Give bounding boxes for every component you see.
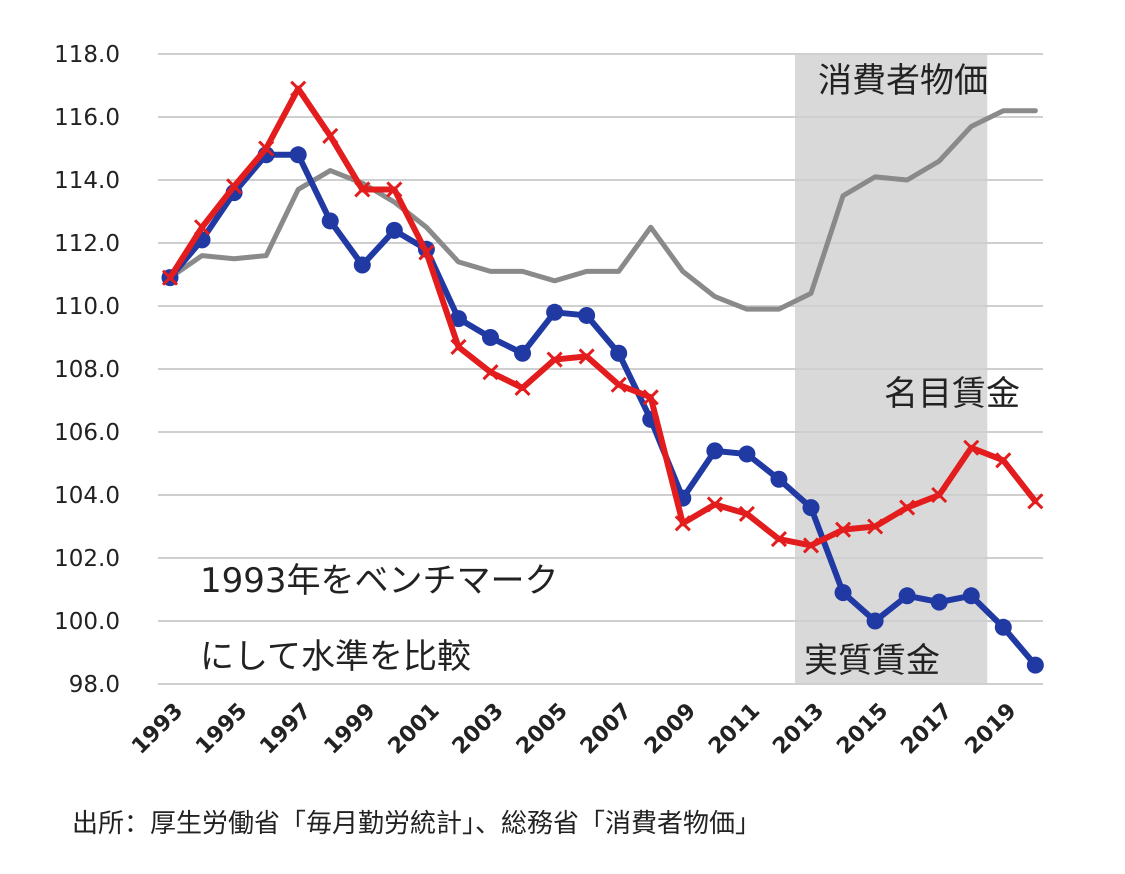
nominal-wage-series-label: 名目賃金 bbox=[884, 374, 1020, 414]
data-point bbox=[354, 181, 371, 198]
data-point bbox=[449, 310, 467, 328]
x-tick-label: 1997 bbox=[255, 699, 316, 760]
x-tick-label: 2019 bbox=[961, 699, 1022, 760]
data-point bbox=[1026, 656, 1044, 674]
series-line bbox=[167, 151, 1039, 669]
series-1 bbox=[167, 108, 1038, 312]
benchmark-note-line2: にして水準を比較 bbox=[200, 637, 471, 677]
data-point bbox=[193, 219, 211, 236]
cpi-series-label: 消費者物価 bbox=[818, 61, 988, 101]
data-point bbox=[706, 496, 723, 513]
data-point bbox=[770, 470, 788, 488]
data-point bbox=[738, 505, 755, 522]
data-point bbox=[802, 537, 820, 554]
x-tick-label: 2007 bbox=[576, 699, 637, 760]
data-point bbox=[866, 612, 884, 630]
data-point bbox=[546, 303, 564, 321]
data-point bbox=[770, 531, 788, 548]
data-point bbox=[514, 379, 531, 396]
data-point bbox=[834, 521, 852, 538]
x-tick-label: 2017 bbox=[896, 699, 957, 760]
x-axis-ticks: 1993 1995 1997 1999 2001 2003 2005 2007 2009 2011… bbox=[127, 699, 1021, 760]
data-point bbox=[610, 376, 627, 393]
data-point bbox=[353, 256, 371, 274]
data-point bbox=[514, 344, 532, 362]
x-tick-label: 2011 bbox=[704, 699, 765, 760]
data-point bbox=[450, 338, 467, 356]
data-point bbox=[930, 593, 948, 611]
data-point bbox=[226, 178, 243, 195]
y-tick-label: 102.0 bbox=[54, 546, 120, 572]
data-point bbox=[738, 445, 756, 463]
x-tick-label: 2005 bbox=[512, 699, 573, 760]
y-tick-label: 106.0 bbox=[54, 420, 120, 446]
y-tick-label: 98.0 bbox=[69, 672, 120, 698]
data-point bbox=[1027, 493, 1044, 510]
x-tick-label: 1995 bbox=[191, 699, 252, 760]
series-line bbox=[167, 85, 1039, 549]
data-point bbox=[321, 212, 339, 230]
data-point bbox=[578, 306, 596, 324]
x-tick-label: 2001 bbox=[384, 699, 445, 760]
y-tick-label: 112.0 bbox=[54, 231, 120, 257]
x-tick-label: 2003 bbox=[448, 699, 509, 760]
data-point bbox=[289, 146, 307, 164]
data-point bbox=[898, 587, 916, 605]
source-note: 出所：厚生労働省「毎月勤労統計」、総務省「消費者物価」 bbox=[72, 809, 761, 839]
series-lines bbox=[161, 80, 1044, 674]
x-tick-label: 2015 bbox=[832, 699, 893, 760]
series-2 bbox=[161, 80, 1044, 554]
data-point bbox=[802, 499, 820, 517]
data-point bbox=[995, 452, 1012, 469]
data-point bbox=[706, 442, 724, 460]
data-point bbox=[962, 587, 980, 605]
data-point bbox=[322, 127, 339, 144]
y-tick-label: 116.0 bbox=[54, 105, 120, 131]
data-point bbox=[867, 518, 884, 535]
y-tick-label: 104.0 bbox=[54, 483, 120, 509]
series-3 bbox=[161, 146, 1044, 674]
data-point bbox=[290, 80, 307, 97]
data-point bbox=[834, 584, 852, 602]
data-point bbox=[578, 348, 595, 365]
real-wage-series-label: 実質賃金 bbox=[804, 641, 940, 681]
y-tick-label: 108.0 bbox=[54, 357, 120, 383]
data-point bbox=[546, 351, 563, 368]
y-tick-label: 114.0 bbox=[54, 168, 120, 194]
data-point bbox=[674, 515, 691, 532]
gridlines bbox=[158, 53, 1043, 685]
data-point bbox=[931, 486, 948, 504]
data-point bbox=[161, 269, 179, 286]
x-tick-label: 2009 bbox=[640, 699, 701, 760]
y-axis-ticks: 98.0 100.0 102.0 104.0 106.0 108.0 110.0 112.0 1… bbox=[54, 42, 120, 698]
data-point bbox=[386, 181, 403, 198]
y-tick-label: 118.0 bbox=[54, 42, 120, 68]
data-point bbox=[418, 244, 435, 261]
x-tick-label: 2013 bbox=[768, 699, 829, 760]
y-tick-label: 110.0 bbox=[54, 294, 120, 320]
data-point bbox=[610, 344, 628, 362]
data-point bbox=[963, 439, 980, 456]
x-tick-label: 1999 bbox=[320, 699, 381, 760]
series-line bbox=[167, 108, 1038, 312]
benchmark-note-line1: 1993年をベンチマーク bbox=[200, 561, 559, 601]
data-point bbox=[258, 140, 275, 157]
data-point bbox=[482, 364, 499, 381]
y-tick-label: 100.0 bbox=[54, 609, 120, 635]
data-point bbox=[899, 499, 916, 516]
data-point bbox=[385, 221, 403, 239]
x-tick-label: 1993 bbox=[127, 699, 188, 760]
data-point bbox=[642, 389, 659, 406]
data-point bbox=[482, 329, 499, 346]
data-point bbox=[994, 618, 1012, 636]
